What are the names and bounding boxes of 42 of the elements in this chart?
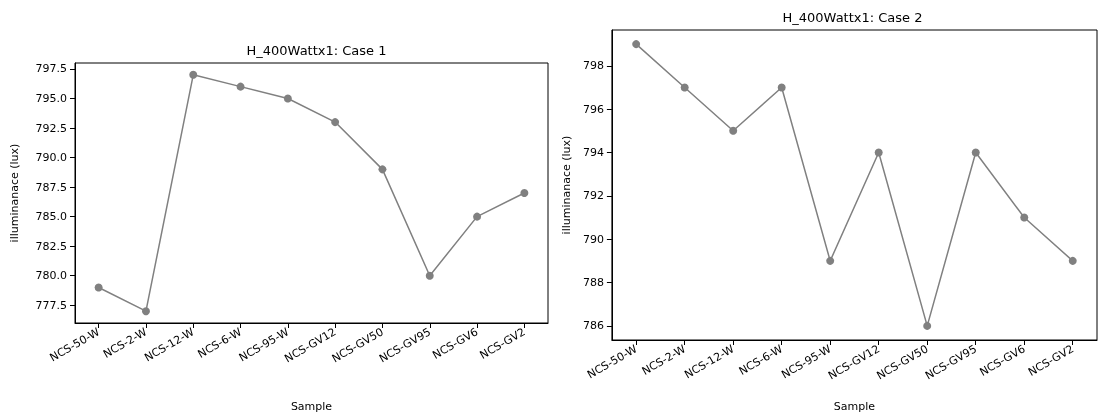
y-axis-title: illuminanace (lux) <box>560 135 573 235</box>
point <box>331 118 340 127</box>
y-tick-label: 792.5 <box>35 121 67 135</box>
point <box>1068 256 1077 265</box>
point <box>473 212 482 221</box>
chart-title: H_400Wattx1: Case 1 <box>246 43 387 58</box>
y-tick-label: 794 <box>582 145 604 159</box>
y-tick-label: 798 <box>582 59 604 73</box>
point <box>378 165 387 174</box>
y-tick-label: 796 <box>582 102 604 116</box>
point <box>971 148 980 157</box>
y-tick-label: 777.5 <box>35 298 67 312</box>
point <box>874 148 883 157</box>
x-axis-title: Sample <box>833 400 876 413</box>
point <box>1020 213 1029 222</box>
y-tick-label: 782.5 <box>35 239 67 253</box>
y-tick-label: 786 <box>582 319 604 333</box>
y-tick-label: 795.0 <box>35 91 67 105</box>
y-tick-label: 790.0 <box>35 151 67 165</box>
y-tick-label: 797.5 <box>35 62 67 76</box>
point <box>826 256 835 265</box>
point <box>425 271 434 280</box>
y-tick-label: 792 <box>582 189 604 203</box>
y-tick-label: 785.0 <box>35 210 67 224</box>
point <box>520 189 529 197</box>
point <box>680 83 689 92</box>
point <box>923 321 932 330</box>
point <box>777 83 786 92</box>
y-tick-label: 788 <box>582 276 604 290</box>
point <box>94 283 103 292</box>
point <box>283 94 292 103</box>
point <box>141 307 150 316</box>
point <box>189 70 198 79</box>
x-axis-title: Sample <box>290 400 333 413</box>
y-axis-title: illuminanace (lux) <box>8 143 21 243</box>
chart-title: H_400Wattx1: Case 2 <box>782 10 923 25</box>
point <box>236 82 245 91</box>
y-tick-label: 790 <box>582 232 604 246</box>
y-tick-label: 787.5 <box>35 180 67 194</box>
point <box>632 40 641 49</box>
point <box>729 126 738 135</box>
y-tick-label: 780.0 <box>35 269 67 283</box>
